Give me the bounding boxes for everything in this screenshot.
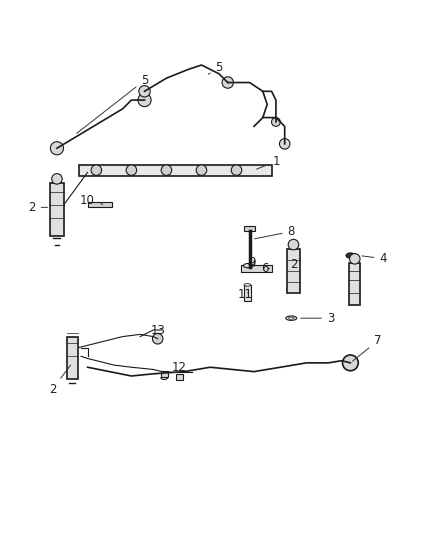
- Ellipse shape: [244, 284, 251, 286]
- Text: 13: 13: [145, 324, 165, 336]
- Text: 2: 2: [49, 365, 71, 395]
- Circle shape: [138, 93, 151, 107]
- Text: 6: 6: [261, 262, 269, 274]
- Circle shape: [231, 165, 242, 175]
- Bar: [67, 337, 78, 379]
- Bar: [88, 202, 112, 207]
- Text: 2: 2: [290, 258, 297, 271]
- Circle shape: [272, 118, 280, 126]
- Text: 3: 3: [300, 312, 334, 325]
- Circle shape: [52, 174, 62, 184]
- Circle shape: [161, 165, 172, 175]
- Text: 5: 5: [77, 74, 148, 133]
- Circle shape: [350, 254, 360, 264]
- Text: 7: 7: [353, 335, 381, 361]
- Circle shape: [279, 139, 290, 149]
- Text: 10: 10: [80, 195, 103, 207]
- Text: 1: 1: [257, 155, 280, 169]
- Bar: [287, 249, 300, 293]
- Bar: [244, 285, 251, 301]
- Circle shape: [196, 165, 207, 175]
- Circle shape: [91, 165, 102, 175]
- Bar: [50, 183, 64, 236]
- Circle shape: [222, 77, 233, 88]
- Circle shape: [152, 334, 163, 344]
- Bar: [161, 371, 168, 377]
- Circle shape: [343, 355, 358, 371]
- Circle shape: [50, 142, 64, 155]
- Bar: [176, 374, 183, 381]
- Circle shape: [288, 239, 299, 250]
- Text: 2: 2: [28, 201, 48, 214]
- Ellipse shape: [286, 316, 297, 320]
- Text: 4: 4: [362, 252, 387, 265]
- Text: 12: 12: [172, 361, 187, 374]
- Text: 8: 8: [254, 225, 295, 239]
- Text: 11: 11: [238, 288, 253, 302]
- Text: 9: 9: [248, 256, 256, 270]
- Ellipse shape: [244, 263, 253, 268]
- Circle shape: [139, 86, 150, 97]
- Bar: [241, 265, 272, 272]
- Bar: [244, 226, 255, 231]
- Circle shape: [126, 165, 137, 175]
- Ellipse shape: [289, 317, 294, 319]
- Text: 5: 5: [208, 61, 223, 75]
- Bar: [349, 263, 360, 305]
- Ellipse shape: [346, 253, 355, 258]
- Bar: [79, 165, 272, 175]
